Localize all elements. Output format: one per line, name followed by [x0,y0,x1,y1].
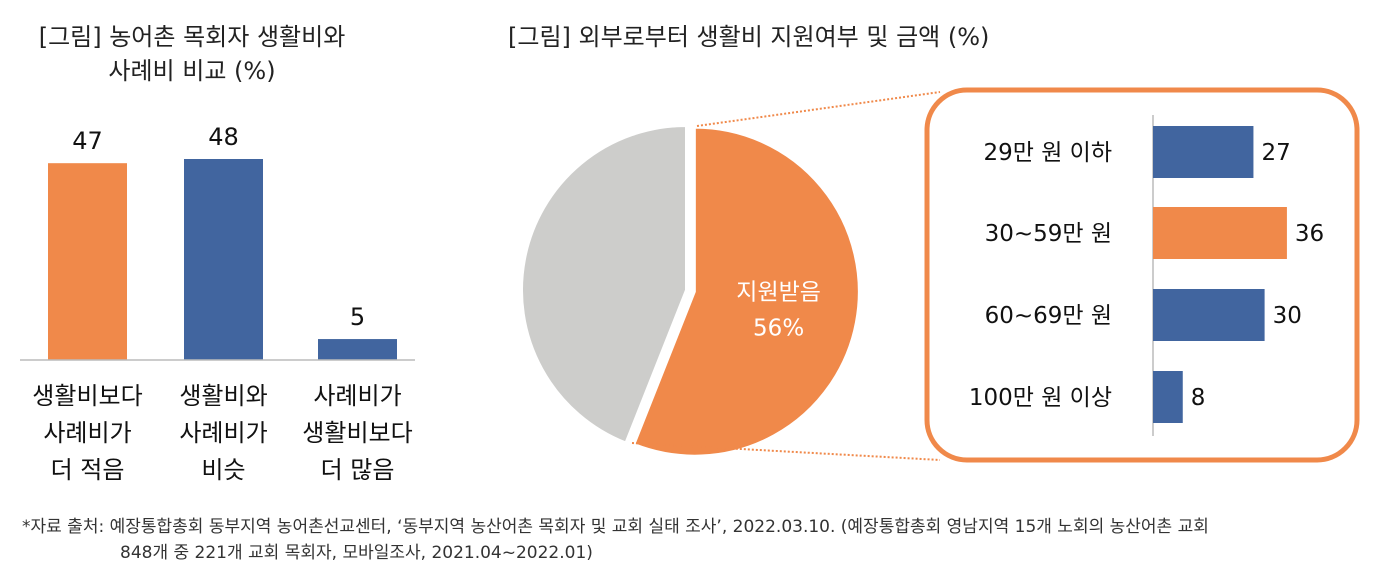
data-label: 36 [1295,221,1324,247]
category-label: 30~59만 원 [985,221,1112,247]
category-label: 더 적음 [51,456,125,484]
category-label: 생활비보다 [302,419,412,447]
data-label: 30 [1273,303,1302,329]
slice-value: 56% [753,316,804,342]
pie-slice [521,124,687,444]
footnote: *자료 출처: 예장통합총회 동부지역 농어촌선교센터, ‘동부지역 농산어촌 … [22,514,1209,566]
left-chart-title: [그림] 농어촌 목회자 생활비와 사례비 비교 (%) [22,20,362,88]
category-label: 29만 원 이하 [983,140,1112,166]
footnote-line: 848개 중 221개 교회 목회자, 모바일조사, 2021.04~2022.… [120,543,593,563]
category-label: 생활비와 [179,382,267,410]
data-label: 8 [1191,385,1206,411]
category-label: 사례비가 [313,382,401,410]
category-label: 100만 원 이상 [969,385,1112,411]
bar [1153,207,1287,259]
data-label: 48 [208,123,239,151]
connector-line [631,442,941,461]
title-line: 사례비 비교 (%) [108,57,276,85]
right-chart-title: [그림] 외부로부터 생활비 지원여부 및 금액 (%) [508,23,990,51]
pie-slice [633,126,860,457]
bar [1153,289,1265,341]
category-label: 60~69만 원 [985,303,1112,329]
title-line: [그림] 농어촌 목회자 생활비와 [38,23,346,51]
bar [184,159,263,360]
category-label: 사례비가 [179,419,267,447]
bar [1153,371,1183,423]
bar [48,163,127,360]
data-label: 47 [72,127,103,155]
data-label: 27 [1261,140,1290,166]
footnote-line: *자료 출처: 예장통합총회 동부지역 농어촌선교센터, ‘동부지역 농산어촌 … [22,517,1209,537]
category-label: 비슷 [201,456,245,484]
bar [318,339,397,360]
callout-box [924,87,1360,463]
category-label: 생활비보다 [32,382,142,410]
category-label: 더 많음 [321,456,395,484]
data-label: 5 [350,303,365,331]
category-label: 사례비가 [43,419,131,447]
slice-label: 지원받음 [736,280,821,306]
bar [1153,126,1254,178]
connector-line [696,91,941,127]
